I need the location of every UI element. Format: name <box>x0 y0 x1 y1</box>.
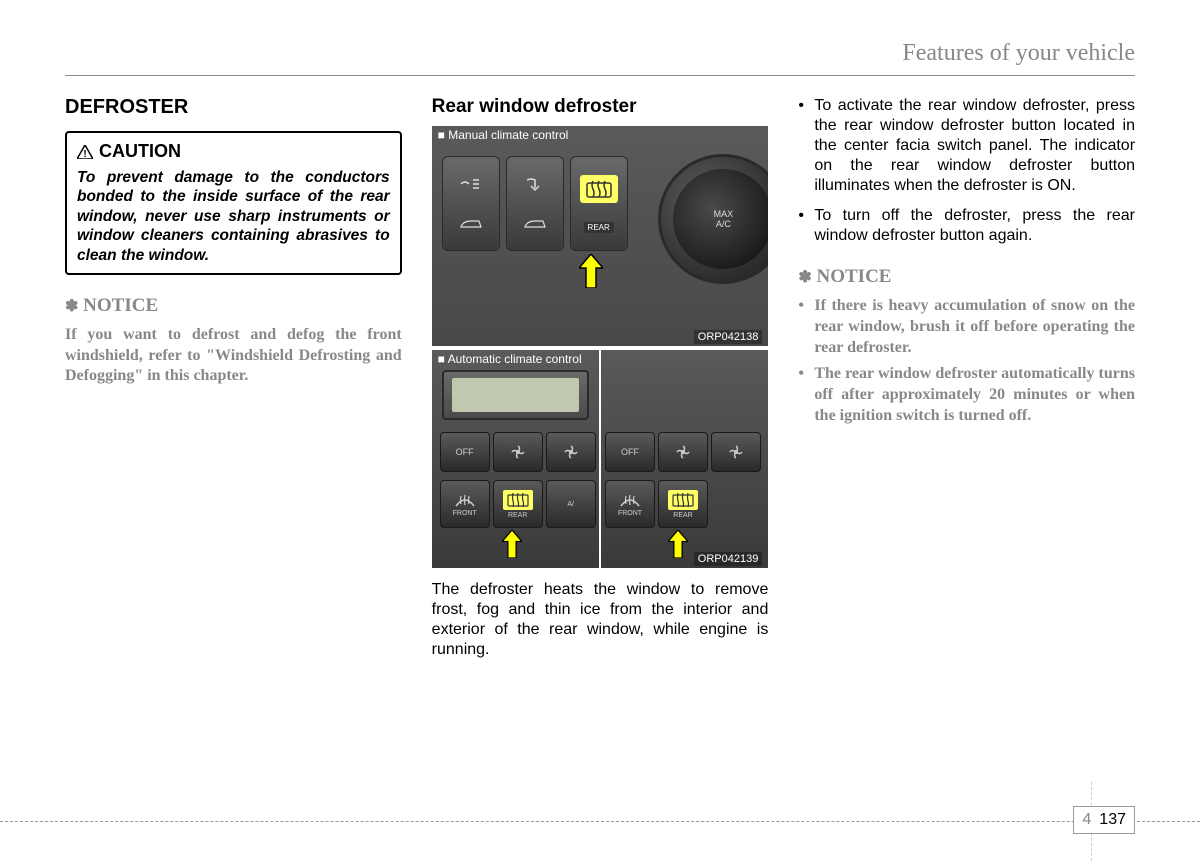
column-3: To activate the rear window defroster, p… <box>798 96 1135 660</box>
manual-page: Features of your vehicle DEFROSTER ! CAU… <box>0 0 1200 861</box>
caution-title: ! CAUTION <box>77 141 390 162</box>
content-columns: DEFROSTER ! CAUTION To prevent damage to… <box>65 96 1135 660</box>
rear-defrost-highlight <box>580 175 618 203</box>
caution-text: To prevent damage to the conductors bond… <box>77 168 390 265</box>
page-number-value: 137 <box>1099 811 1126 829</box>
caution-box: ! CAUTION To prevent damage to the condu… <box>65 131 402 275</box>
front-defrost-icon <box>454 492 476 508</box>
fig2-label: ■ Automatic climate control <box>438 352 582 366</box>
rear-label: REAR <box>508 512 527 519</box>
pointer-arrow-icon <box>502 530 522 558</box>
rear-defrost-icon <box>585 179 613 199</box>
fan-button-2 <box>711 432 761 472</box>
caution-label: CAUTION <box>99 141 181 162</box>
operation-list: To activate the rear window defroster, p… <box>798 96 1135 246</box>
section-title: DEFROSTER <box>65 96 402 119</box>
fig2-right-panel: OFF FRONT <box>601 350 768 568</box>
page-footer: 4 137 <box>0 821 1200 861</box>
mode-button-1 <box>442 156 500 251</box>
rear-defrost-button: REAR <box>570 156 628 251</box>
fan-button <box>658 432 708 472</box>
fig1-label: ■ Manual climate control <box>438 128 569 142</box>
front-label: FRONT <box>618 510 642 517</box>
rear-defroster-heading: Rear window defroster <box>432 96 769 118</box>
rear-label-text: REAR <box>584 222 614 233</box>
off-button: OFF <box>605 432 655 472</box>
front-defrost-button: FRONT <box>605 480 655 528</box>
fig2-left-panel: OFF FRONT <box>432 350 601 568</box>
figure-auto-climate: ■ Automatic climate control OFF <box>432 350 769 568</box>
rear-defrost-highlight <box>668 490 698 510</box>
fan-icon <box>510 444 526 460</box>
fan-button <box>493 432 543 472</box>
rear-defrost-icon <box>507 492 529 508</box>
asterisk-icon: ✽ <box>65 298 78 315</box>
front-defrost-icon <box>619 492 641 508</box>
dial-center: MAX A/C <box>673 169 768 269</box>
defroster-description: The defroster heats the window to remove… <box>432 580 769 660</box>
mode-button-2 <box>506 156 564 251</box>
rear-defrost-button-auto: REAR <box>493 480 543 528</box>
notice-1-label: NOTICE <box>83 295 158 316</box>
button-row-2b: FRONT REAR <box>605 480 708 528</box>
dial-max-text: MAX <box>714 209 734 219</box>
fig1-code: ORP042138 <box>694 330 763 344</box>
button-row-1b: OFF <box>605 432 761 472</box>
fan-icon <box>563 444 579 460</box>
list-item: To activate the rear window defroster, p… <box>798 96 1135 196</box>
car-profile-icon <box>523 215 547 231</box>
airflow-face-icon <box>459 176 483 192</box>
airflow-down-icon <box>523 176 547 192</box>
dial-ac-text: A/C <box>716 219 731 229</box>
rear-defrost-highlight <box>503 490 533 510</box>
lcd-screen <box>452 378 579 412</box>
warning-triangle-icon: ! <box>77 145 93 159</box>
figure-manual-climate: ■ Manual climate control REAR <box>432 126 769 346</box>
rear-defrost-icon <box>672 492 694 508</box>
list-item: To turn off the defroster, press the rea… <box>798 206 1135 246</box>
fig2-split: OFF FRONT <box>432 350 769 568</box>
notice-2-label: NOTICE <box>817 266 892 287</box>
button-row-2: FRONT REAR A/ <box>440 480 596 528</box>
asterisk-icon: ✽ <box>798 269 811 286</box>
pointer-arrow-icon <box>668 530 688 558</box>
list-item: If there is heavy accumulation of snow o… <box>798 296 1135 358</box>
page-header: Features of your vehicle <box>65 40 1135 76</box>
notice-1-text: If you want to defrost and defog the fro… <box>65 325 402 387</box>
chapter-number: 4 <box>1082 811 1091 829</box>
rear-label: REAR <box>673 512 692 519</box>
fan-button-2 <box>546 432 596 472</box>
rear-defrost-button-auto: REAR <box>658 480 708 528</box>
pointer-arrow-icon <box>579 254 603 288</box>
column-1: DEFROSTER ! CAUTION To prevent damage to… <box>65 96 402 660</box>
front-defrost-button: FRONT <box>440 480 490 528</box>
page-number: 4 137 <box>1073 806 1135 834</box>
fan-icon <box>728 444 744 460</box>
ac-button: A/ <box>546 480 596 528</box>
notice-list: If there is heavy accumulation of snow o… <box>798 296 1135 427</box>
notice-1-title: ✽ NOTICE <box>65 295 402 317</box>
notice-2-title: ✽ NOTICE <box>798 266 1135 288</box>
off-button: OFF <box>440 432 490 472</box>
front-label: FRONT <box>453 510 477 517</box>
car-profile-icon <box>459 215 483 231</box>
button-row-1: OFF <box>440 432 596 472</box>
svg-text:!: ! <box>83 149 86 159</box>
column-2: Rear window defroster ■ Manual climate c… <box>432 96 769 660</box>
list-item: The rear window defroster automatically … <box>798 364 1135 426</box>
fig2-code: ORP042139 <box>694 552 763 566</box>
fan-icon <box>675 444 691 460</box>
climate-display <box>442 370 589 420</box>
mode-buttons: REAR <box>442 156 628 251</box>
